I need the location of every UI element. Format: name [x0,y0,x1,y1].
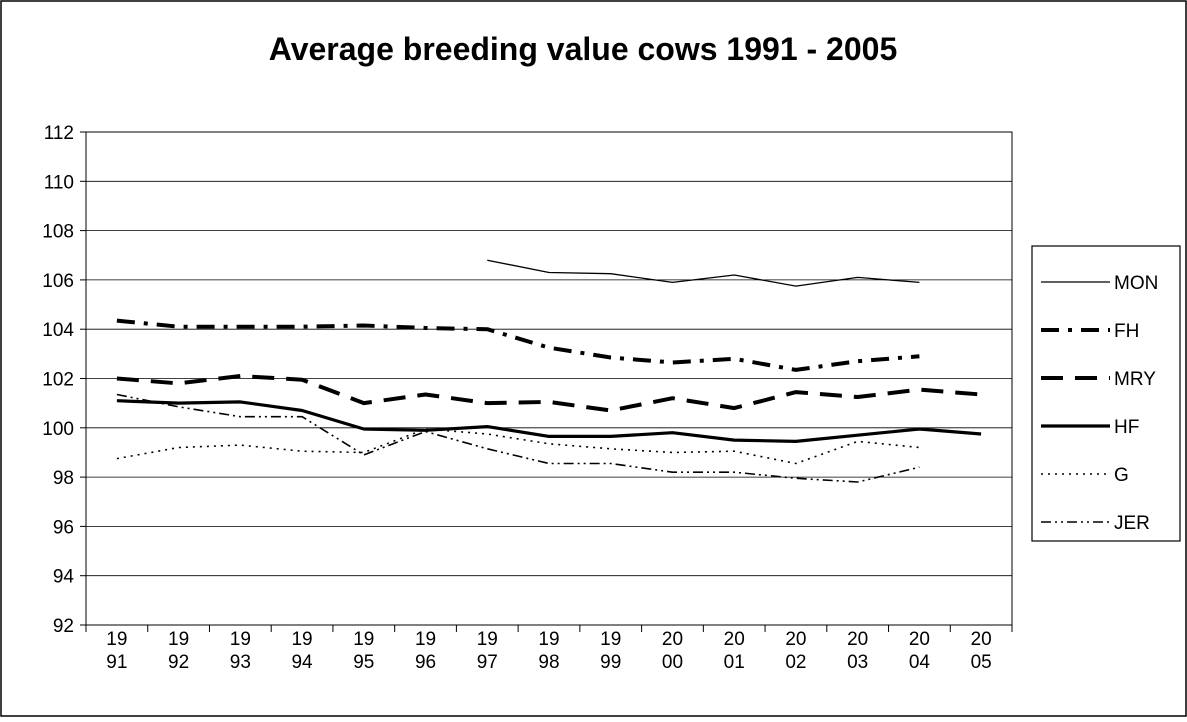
x-tick-label: 00 [662,652,683,673]
legend-label-mry: MRY [1114,369,1156,390]
y-tick-label: 96 [53,517,74,538]
x-tick-label: 96 [415,652,436,673]
x-tick-label: 92 [168,652,189,673]
x-tick-label: 97 [477,652,498,673]
x-tick-label: 19 [538,629,559,650]
x-tick-label: 99 [600,652,621,673]
legend-label-jer: JER [1114,513,1150,534]
y-tick-label: 106 [42,271,74,292]
x-tick-label: 19 [291,629,312,650]
x-tick-label: 19 [168,629,189,650]
legend-label-fh: FH [1114,321,1139,342]
x-tick-label: 20 [971,629,992,650]
y-tick-label: 104 [42,320,74,341]
legend-label-hf: HF [1114,417,1139,438]
x-tick-label: 20 [909,629,930,650]
y-tick-label: 98 [53,468,74,489]
x-tick-label: 20 [785,629,806,650]
x-tick-label: 19 [600,629,621,650]
x-tick-label: 19 [415,629,436,650]
legend-label-mon: MON [1114,273,1158,294]
x-tick-label: 20 [662,629,683,650]
legend: MON FH MRY HF G JER [1032,246,1180,541]
x-tick-label: 03 [847,652,868,673]
y-tick-label: 100 [42,419,74,440]
x-tick-label: 95 [353,652,374,673]
y-tick-label: 94 [53,567,75,588]
chart-title: Average breeding value cows 1991 - 2005 [269,31,897,67]
x-tick-label: 01 [724,652,745,673]
y-tick-label: 102 [42,370,74,391]
x-tick-label: 02 [785,652,806,673]
legend-label-g: G [1114,465,1129,486]
x-tick-label: 05 [971,652,992,673]
x-tick-label: 04 [909,652,931,673]
y-tick-label: 108 [42,222,74,243]
x-tick-label: 98 [538,652,559,673]
x-tick-label: 19 [353,629,374,650]
y-tick-label: 110 [44,172,74,193]
x-tick-label: 19 [477,629,498,650]
x-tick-label: 19 [106,629,127,650]
x-tick-label: 20 [847,629,868,650]
x-tick-label: 20 [724,629,745,650]
x-tick-label: 19 [230,629,251,650]
x-tick-label: 94 [291,652,313,673]
y-tick-label: 92 [53,616,74,637]
y-tick-label: 112 [44,123,74,144]
x-tick-label: 91 [106,652,127,673]
x-tick-label: 93 [230,652,251,673]
